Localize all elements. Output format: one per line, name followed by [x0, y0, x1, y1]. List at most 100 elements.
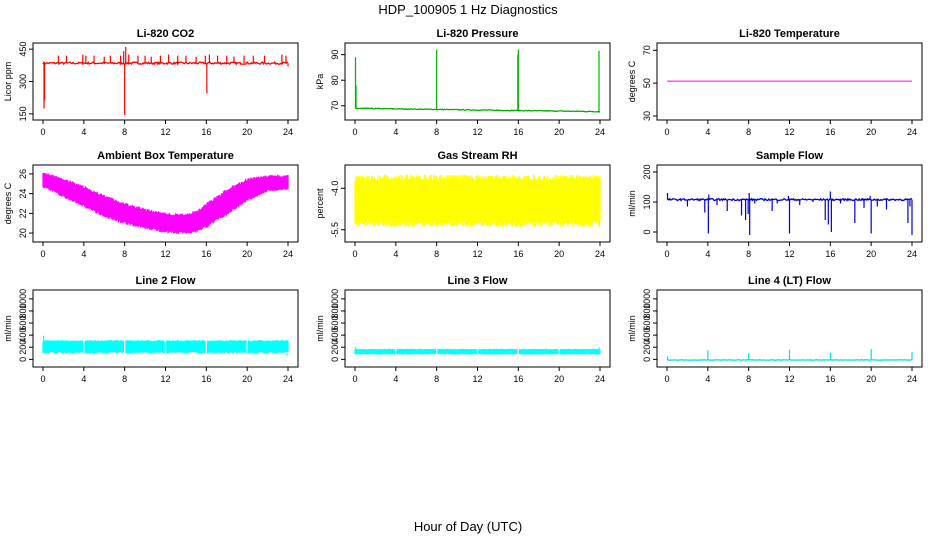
- x-tick-label: 0: [664, 249, 669, 259]
- y-tick-label: -4.0: [330, 181, 340, 197]
- x-tick-label: 8: [122, 249, 127, 259]
- y-tick-label: 20: [18, 228, 28, 238]
- y-axis-label: degrees C: [3, 182, 13, 224]
- y-tick-label: 300: [18, 74, 28, 89]
- y-tick-label: 1000: [330, 289, 340, 309]
- x-tick-label: 8: [746, 249, 751, 259]
- x-tick-label: 0: [664, 374, 669, 384]
- y-tick-label: 200: [330, 340, 340, 355]
- y-tick-label: 26: [18, 169, 28, 179]
- x-tick-label: 20: [554, 249, 564, 259]
- x-tick-label: 20: [554, 374, 564, 384]
- y-tick-label: 400: [18, 328, 28, 343]
- x-tick-label: 8: [746, 374, 751, 384]
- plot-frame: [32, 42, 299, 121]
- series-line: [42, 60, 289, 66]
- y-axis-label: ml/min: [627, 315, 637, 342]
- x-tick-label: 12: [472, 249, 482, 259]
- panel-title: Line 2 Flow: [136, 275, 196, 287]
- x-tick-label: 8: [434, 127, 439, 137]
- y-axis-label: ml/min: [627, 190, 637, 217]
- x-axis: 0 4 8 12 16 20 24: [40, 242, 293, 259]
- x-tick-label: 12: [160, 127, 170, 137]
- x-tick-label: 0: [664, 127, 669, 137]
- x-tick-label: 16: [513, 374, 523, 384]
- x-axis: 0 4 8 12 16 20 24: [40, 367, 293, 384]
- y-axis-label: Licor ppm: [3, 62, 13, 102]
- y-tick-label: 400: [330, 328, 340, 343]
- data-layer: [354, 347, 601, 355]
- x-tick-label: 16: [825, 249, 835, 259]
- x-tick-label: 24: [595, 249, 605, 259]
- panel-title: Ambient Box Temperature: [97, 150, 234, 162]
- x-axis: 0 4 8 12 16 20 24: [352, 242, 605, 259]
- x-tick-label: 0: [352, 249, 357, 259]
- y-tick-label: 400: [642, 328, 652, 343]
- panel-sample-flow: Sample Flow 0 4 8 12 16 20 24 0 100 200 ml/min: [627, 150, 923, 259]
- x-tick-label: 4: [393, 249, 398, 259]
- x-tick-label: 24: [907, 374, 917, 384]
- x-tick-label: 4: [81, 127, 86, 137]
- panel-ambient-box-temperature: Ambient Box Temperature 0 4 8 12 16 20 24 20 22 24…: [3, 150, 299, 259]
- x-tick-label: 16: [825, 374, 835, 384]
- y-tick-label: 600: [330, 316, 340, 331]
- y-tick-label: 22: [18, 208, 28, 218]
- x-tick-label: 20: [554, 127, 564, 137]
- data-layer: [42, 335, 289, 356]
- y-tick-label: 200: [642, 164, 652, 179]
- y-axis: 150 300 450 Licor ppm: [3, 42, 33, 121]
- x-tick-label: 12: [784, 127, 794, 137]
- x-tick-label: 12: [160, 249, 170, 259]
- panel-title: Li-820 Pressure: [437, 28, 519, 40]
- y-axis-label: kPa: [315, 74, 325, 90]
- x-tick-label: 12: [784, 249, 794, 259]
- x-tick-label: 4: [705, 374, 710, 384]
- x-axis: 0 4 8 12 16 20 24: [352, 120, 605, 137]
- series-band-fill: [43, 173, 288, 232]
- figure-title: HDP_100905 1 Hz Diagnostics: [378, 2, 558, 17]
- series-band-fill: [355, 179, 600, 222]
- x-tick-label: 24: [283, 249, 293, 259]
- x-tick-label: 4: [705, 127, 710, 137]
- y-axis-label: degrees C: [627, 60, 637, 102]
- y-axis: 30 50 70 degrees C: [627, 45, 657, 121]
- x-tick-label: 0: [40, 249, 45, 259]
- x-tick-label: 8: [122, 127, 127, 137]
- y-tick-label: 90: [330, 50, 340, 60]
- x-tick-label: 24: [907, 127, 917, 137]
- y-axis-label: ml/min: [3, 315, 13, 342]
- figure-x-axis-label: Hour of Day (UTC): [414, 519, 522, 534]
- x-tick-label: 20: [242, 127, 252, 137]
- x-tick-label: 24: [595, 127, 605, 137]
- plot-frame: [32, 289, 299, 368]
- x-tick-label: 0: [352, 127, 357, 137]
- y-axis-label: percent: [315, 188, 325, 219]
- y-tick-label: 800: [18, 303, 28, 318]
- x-axis: 0 4 8 12 16 20 24: [664, 120, 917, 137]
- y-tick-label: 0: [18, 357, 28, 362]
- x-tick-label: 4: [81, 374, 86, 384]
- panel-title: Li-820 CO2: [137, 28, 194, 40]
- y-axis: 20 22 24 26 degrees C: [3, 169, 33, 238]
- y-tick-label: 80: [330, 75, 340, 85]
- x-tick-label: 16: [513, 127, 523, 137]
- x-tick-label: 8: [122, 374, 127, 384]
- panel-title: Gas Stream RH: [437, 150, 517, 162]
- data-layer: [354, 49, 601, 113]
- panel-title: Li-820 Temperature: [739, 28, 840, 40]
- x-tick-label: 20: [242, 249, 252, 259]
- x-tick-label: 8: [746, 127, 751, 137]
- x-tick-label: 12: [784, 374, 794, 384]
- y-tick-label: 0: [642, 229, 652, 234]
- panel-gas-stream-rh: Gas Stream RH 0 4 8 12 16 20 24 -5.5 -4.0 percent: [315, 150, 611, 259]
- x-tick-label: 24: [283, 127, 293, 137]
- y-axis: 70 80 90 kPa: [315, 50, 345, 111]
- y-tick-label: 450: [18, 42, 28, 57]
- y-tick-label: 70: [330, 101, 340, 111]
- data-layer: [42, 172, 289, 234]
- panel-title: Line 4 (LT) Flow: [748, 275, 831, 287]
- plot-frame: [344, 289, 611, 368]
